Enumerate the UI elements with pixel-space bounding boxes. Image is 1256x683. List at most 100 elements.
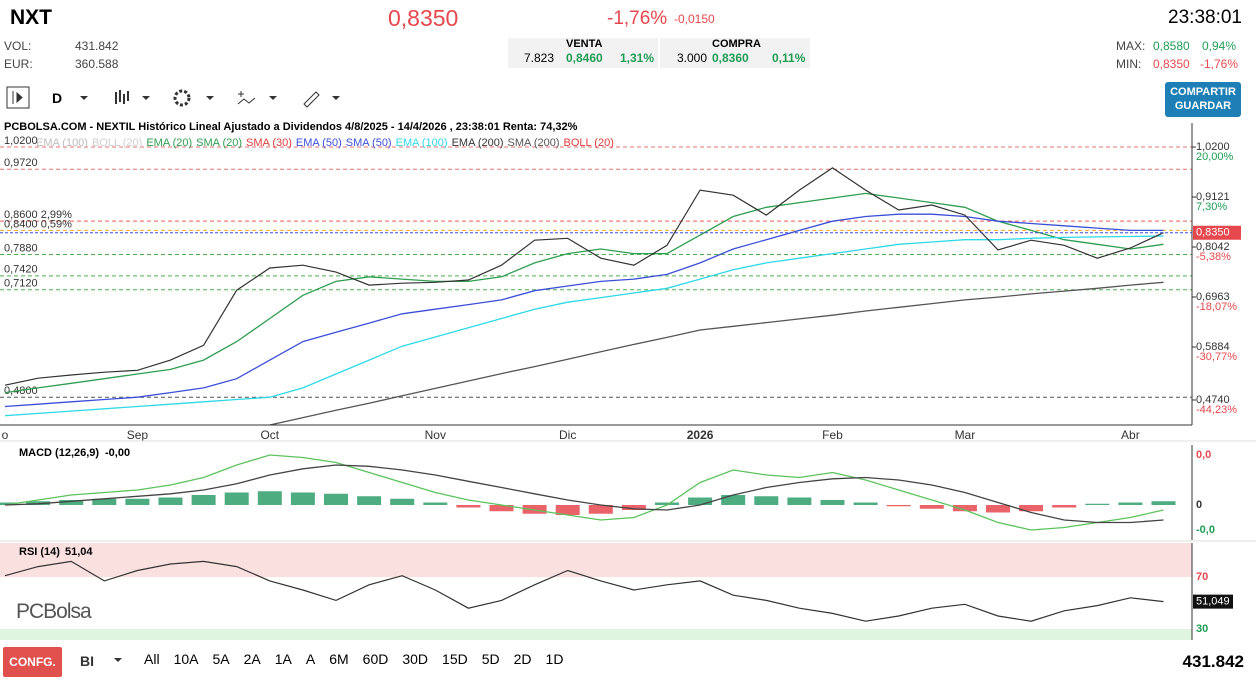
x-tick-label: Oct (260, 428, 279, 442)
panel-icon-glyph (12, 91, 23, 104)
mode[interactable]: BI (80, 653, 94, 669)
compra-qty: 3.000 (677, 51, 708, 65)
x-tick-label: o (2, 428, 9, 442)
plot-area (0, 135, 1192, 425)
compra-box (660, 38, 810, 68)
venta-price: 0,8460 (566, 51, 603, 65)
eur: 360.588 (75, 57, 119, 71)
compra-pct: 0,11% (772, 51, 806, 65)
candles-icon[interactable] (115, 90, 129, 104)
level-label: 0,8400 0,59% (4, 218, 72, 230)
histogram-bar (456, 505, 481, 508)
legend-entry: SMA (50) (346, 137, 392, 149)
period-button[interactable]: 60D (362, 651, 389, 667)
macd-line (4, 464, 1164, 524)
histogram-bar (1052, 505, 1077, 508)
arrow (114, 658, 122, 662)
venta-pct: 1,31% (620, 51, 655, 65)
histogram-bar (423, 502, 448, 505)
change-pct: -1,76% (607, 8, 668, 29)
legend-entry: BOLL (20) (564, 137, 614, 149)
period-button[interactable]: 5D (481, 651, 500, 667)
max: 0,8580 (1153, 39, 1190, 53)
period-button[interactable]: All (144, 651, 160, 667)
histogram-bar (754, 496, 779, 505)
macd-value: -0,00 (105, 447, 130, 459)
histogram-bar (820, 500, 845, 505)
indicator-line (269, 281, 1164, 426)
mode-arrow (114, 658, 122, 662)
y-tick-label: 0,9121 (1196, 191, 1230, 203)
period-button[interactable]: 10A (173, 651, 199, 667)
periods: All 10A 5A 2A 1A A 6M 60D 30D 15D 5D 2D 1D (144, 651, 577, 667)
last-price-label: 0,8350 (1196, 227, 1230, 239)
config-button[interactable]: CONFG. (3, 647, 62, 677)
watermark: PCBolsa (16, 600, 92, 623)
period-button[interactable]: 1A (274, 651, 292, 667)
histogram-bar (290, 492, 315, 505)
min-label: MIN: (1116, 57, 1142, 71)
histogram-bar (357, 496, 382, 505)
histogram-bar (688, 497, 713, 505)
eur-label: EUR: (4, 57, 33, 71)
histogram-bar (1085, 503, 1110, 505)
period-button[interactable]: 2A (243, 651, 261, 667)
level-label: 1,0200 (4, 135, 38, 147)
x-tick-label: Sep (127, 428, 149, 442)
change: -0,0150 (674, 12, 715, 26)
chart-title: PCBOLSA.COM - NEXTIL Histórico Lineal Aj… (4, 121, 578, 133)
histogram-bar (324, 493, 348, 505)
oversold-zone (0, 628, 1192, 640)
period-button[interactable]: 6M (329, 651, 349, 667)
rsi-value: 51,04 (65, 546, 93, 558)
histogram-bar (0, 502, 17, 505)
panel-icon[interactable] (6, 86, 30, 109)
histogram-bar (853, 502, 878, 505)
period-button[interactable]: A (305, 651, 316, 667)
footer-volume: 431.842 (1182, 652, 1244, 671)
compra-label: COMPRA (712, 38, 761, 50)
level-label: 0,9720 (4, 157, 38, 169)
indicators-icon[interactable] (237, 91, 256, 105)
y-tick-label: 0,5884 (1196, 341, 1230, 353)
period-button[interactable]: 1D (545, 651, 564, 667)
share-text: COMPARTIR (1170, 86, 1236, 98)
share-button[interactable]: COMPARTIR GUARDAR (1165, 82, 1241, 117)
histogram-bar (191, 495, 216, 505)
histogram-bar (26, 501, 51, 505)
level-label: 0,7420 (4, 264, 38, 276)
time: 23:38:01 (1168, 7, 1242, 28)
interval[interactable]: D (52, 90, 63, 106)
draw-icon[interactable] (303, 91, 320, 108)
histogram-bar (224, 492, 249, 505)
legend-entry: SMA (200) (508, 137, 560, 149)
dropdown-arrows (80, 96, 340, 100)
rsi-title: RSI (14) (19, 546, 60, 558)
settings-icon[interactable] (173, 89, 191, 107)
histogram-bar (655, 502, 679, 505)
legend-entry: EMA (100) (36, 137, 88, 149)
y-tick-label: 70 (1196, 571, 1208, 583)
rsi-last-box (1193, 594, 1233, 609)
save-text: GUARDAR (1174, 100, 1232, 112)
period-button[interactable]: 2D (513, 651, 532, 667)
period-button[interactable]: 15D (442, 651, 468, 667)
x-tick-label: 2026 (687, 428, 714, 442)
venta-label: VENTA (566, 38, 603, 50)
level-label: 0,7880 (4, 242, 38, 254)
legend-entry: SMA (30) (246, 137, 292, 149)
period-button[interactable]: 5A (212, 651, 230, 667)
y2-tick-label: 20,00% (1196, 151, 1234, 163)
x-tick-label: Abr (1121, 428, 1140, 442)
x-tick-label: Mar (955, 428, 976, 442)
legend-entry: EMA (100) (396, 137, 448, 149)
period-button[interactable]: 30D (402, 651, 429, 667)
y-tick-label: 0 (1196, 499, 1202, 511)
x-tick-label: Nov (425, 428, 446, 442)
rsi-last-label: 51,049 (1196, 596, 1230, 608)
chart: PCBOLSA.COM - NEXTIL Histórico Lineal Aj… (0, 121, 1256, 640)
macd-line (4, 454, 1164, 531)
y-tick-label: 0,0 (1196, 449, 1211, 461)
level-label: 0,7120 (4, 278, 38, 290)
